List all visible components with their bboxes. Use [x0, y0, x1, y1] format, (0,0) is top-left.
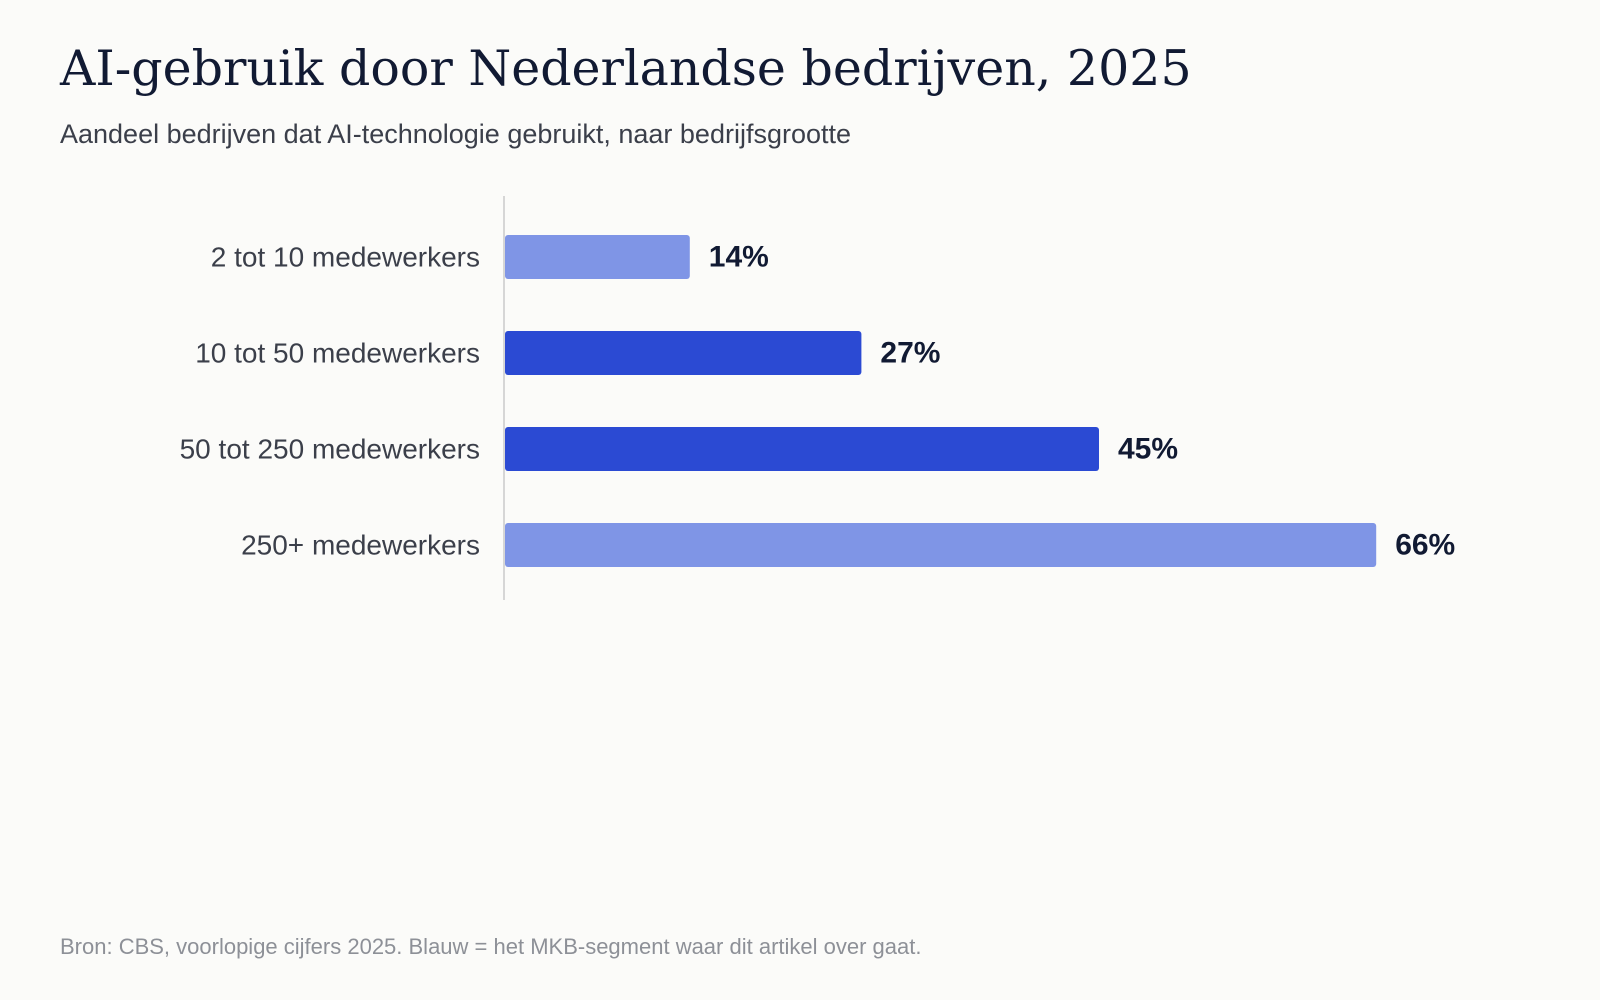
bar — [505, 427, 1099, 471]
category-label: 10 tot 50 medewerkers — [195, 338, 480, 369]
bar — [505, 235, 690, 279]
category-label: 250+ medewerkers — [241, 530, 480, 561]
data-label: 27% — [880, 337, 940, 370]
data-label: 14% — [709, 241, 769, 274]
category-label: 2 tot 10 medewerkers — [211, 242, 480, 273]
data-label: 45% — [1118, 433, 1178, 466]
bar — [505, 523, 1377, 567]
source-note: Bron: CBS, voorlopige cijfers 2025. Blau… — [60, 934, 922, 959]
chart-subtitle: Aandeel bedrijven dat AI-technologie geb… — [60, 119, 852, 149]
data-label: 66% — [1395, 529, 1455, 562]
bar — [505, 331, 862, 375]
chart-title: AI-gebruik door Nederlandse bedrijven, 2… — [60, 40, 1192, 97]
category-label: 50 tot 250 medewerkers — [180, 434, 480, 465]
